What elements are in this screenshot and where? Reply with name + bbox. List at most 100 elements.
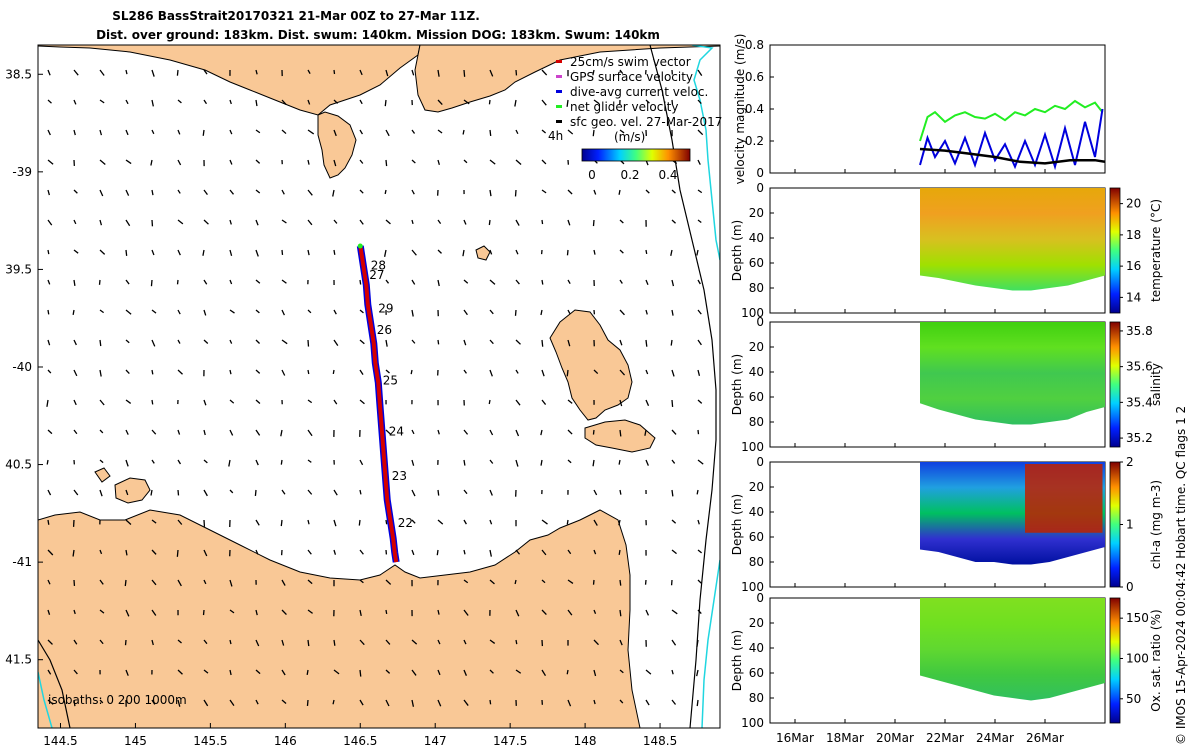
current-arrow <box>151 280 152 286</box>
chl-a-cbar-label: 1 <box>1126 518 1134 532</box>
current-arrow <box>308 370 309 374</box>
current-arrow <box>385 100 386 106</box>
current-arrow <box>646 340 647 347</box>
current-arrow <box>490 130 491 136</box>
current-arrow <box>620 610 621 616</box>
velocity-ytick-label: 0.2 <box>745 134 764 148</box>
day-label: 22 <box>398 516 413 530</box>
oxygen-colorbar <box>1110 598 1120 723</box>
current-arrow <box>516 640 517 644</box>
current-arrow <box>464 460 465 466</box>
current-arrow <box>333 700 334 704</box>
salinity-ytick-label: 80 <box>749 415 764 429</box>
current-arrow <box>203 130 204 136</box>
temperature-field <box>920 188 1105 291</box>
map-xtick-label: 145 <box>124 734 147 748</box>
map-ytick-label: 38.5 <box>5 67 32 81</box>
current-arrow <box>672 400 673 407</box>
current-arrow <box>437 550 438 555</box>
temperature-ytick-label: 20 <box>749 206 764 220</box>
current-arrow <box>620 490 621 495</box>
temperature-cbar-label: 18 <box>1126 228 1141 242</box>
chl-a-ytick-label: 40 <box>749 505 764 519</box>
chl-a-ytick-label: 80 <box>749 555 764 569</box>
time-tick-label: 26Mar <box>1026 731 1064 745</box>
current-arrow <box>542 220 543 224</box>
current-arrow <box>489 220 490 225</box>
chl-a-ylabel: Depth (m) <box>730 494 744 555</box>
oxygen-ytick-label: 40 <box>749 641 764 655</box>
chl-a-bloom <box>1025 464 1103 533</box>
map-xtick-label: 146 <box>274 734 297 748</box>
current-arrow <box>152 370 153 374</box>
temperature-cbar-title: temperature (°C) <box>1149 199 1163 302</box>
temperature-ylabel: Depth (m) <box>730 220 744 281</box>
temperature-ytick-label: 40 <box>749 231 764 245</box>
map-ytick-label: 39.5 <box>5 262 32 276</box>
velocity-ytick-label: 0 <box>756 166 764 180</box>
current-arrow <box>152 400 153 404</box>
legend-line-dive <box>556 90 562 93</box>
current-arrow <box>73 550 74 557</box>
salinity-cbar-title: salinity <box>1149 363 1163 406</box>
colorbar-tick-1: 0.2 <box>620 168 639 182</box>
current-arrow <box>255 490 256 496</box>
salinity-ytick-label: 100 <box>741 440 764 454</box>
map-xtick-label: 147 <box>424 734 447 748</box>
day-label: 26 <box>377 323 392 337</box>
current-arrow <box>360 670 361 677</box>
current-arrow <box>620 430 621 436</box>
map-xtick-label: 147.5 <box>493 734 527 748</box>
current-arrow <box>48 250 49 254</box>
current-arrow <box>177 550 178 557</box>
current-arrow <box>619 190 620 195</box>
chl-a-ytick-label: 20 <box>749 480 764 494</box>
current-arrow <box>126 70 127 74</box>
current-arrow <box>48 520 49 525</box>
current-arrow <box>515 310 516 316</box>
oxygen-ylabel: Depth (m) <box>730 630 744 691</box>
current-arrow <box>672 490 673 496</box>
current-arrow <box>359 520 360 526</box>
chl-a-colorbar <box>1110 462 1120 587</box>
current-arrow <box>567 370 568 376</box>
chl-a-ytick-label: 0 <box>756 455 764 469</box>
current-arrow <box>177 70 178 76</box>
current-arrow <box>281 520 282 526</box>
current-arrow <box>126 250 127 256</box>
time-tick-label: 20Mar <box>876 731 914 745</box>
title-line-1: SL286 BassStrait20170321 21-Mar 00Z to 2… <box>112 9 480 23</box>
salinity-colorbar <box>1110 322 1120 447</box>
map-xtick-label: 148 <box>574 734 597 748</box>
velocity-ytick-label: 0.4 <box>745 102 764 116</box>
map-xtick-label: 148.5 <box>643 734 677 748</box>
current-arrow <box>567 520 568 524</box>
time-tick-label: 24Mar <box>976 731 1014 745</box>
current-arrow <box>360 280 361 284</box>
oxygen-ytick-label: 80 <box>749 691 764 705</box>
current-arrow <box>438 490 439 496</box>
legend-swim: 25cm/s swim vector <box>570 55 691 69</box>
current-arrow <box>386 160 387 166</box>
day-label: 27 <box>369 268 384 282</box>
current-arrow <box>438 340 439 344</box>
legend-gps: GPS surface velocity <box>570 70 693 84</box>
oxygen-cbar-label: 150 <box>1126 611 1149 625</box>
map-ytick-label: -41 <box>12 555 32 569</box>
current-arrow <box>334 640 335 646</box>
salinity-field <box>920 322 1105 425</box>
current-arrow <box>567 250 568 255</box>
current-arrow <box>489 400 490 404</box>
velocity-panel: 00.20.40.60.8 velocity magnitude (m/s) <box>733 34 1105 185</box>
temperature-ytick-label: 80 <box>749 281 764 295</box>
current-arrow <box>619 460 620 465</box>
legend-net: net glider velocity <box>570 100 678 114</box>
salinity-ytick-label: 0 <box>756 315 764 329</box>
speed-colorbar <box>582 149 690 161</box>
track-start <box>358 243 363 248</box>
map-ytick-label: -40 <box>12 360 32 374</box>
